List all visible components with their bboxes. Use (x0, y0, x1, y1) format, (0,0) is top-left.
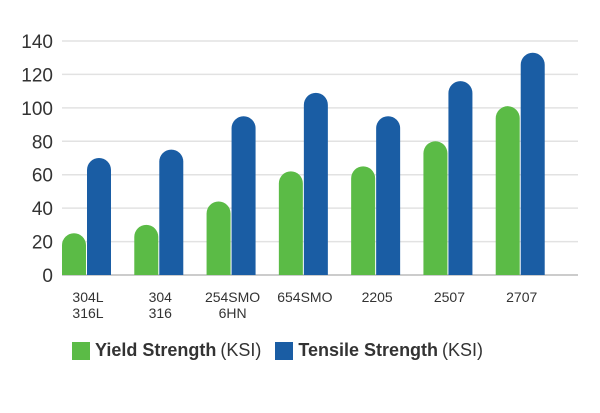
legend-yield: Yield Strength (KSI) (72, 340, 261, 361)
legend-tensile: Tensile Strength (KSI) (275, 340, 483, 361)
x-tick-label: 2205 (362, 289, 393, 305)
x-tick-label: 654SMO (277, 289, 332, 305)
bar-tensile (448, 81, 473, 275)
legend-swatch-yield (72, 341, 90, 360)
bar-yield (206, 201, 231, 275)
y-tick-label: 60 (32, 166, 53, 187)
y-tick-label: 120 (21, 65, 53, 86)
y-tick-label: 20 (32, 233, 53, 254)
y-tick-label: 140 (21, 32, 53, 53)
bar-tensile (303, 92, 328, 275)
legend-unit-tensile: (KSI) (442, 340, 484, 360)
bar-tensile (159, 149, 184, 275)
x-tick-label: 304L (72, 289, 103, 305)
bar-yield (423, 141, 448, 275)
y-tick-label: 40 (32, 199, 53, 220)
x-tick-label: 304 (149, 289, 173, 305)
x-tick-label: 254SMO (205, 289, 260, 305)
y-tick-label: 80 (32, 132, 53, 153)
bar-tensile (376, 116, 401, 275)
bar-yield (134, 224, 159, 275)
y-tick-label: 100 (21, 99, 53, 120)
bar-yield (62, 233, 86, 275)
bar-tensile (87, 158, 111, 275)
legend-unit-yield: (KSI) (220, 340, 262, 360)
x-tick-label: 316L (72, 305, 103, 321)
y-tick-label: 0 (42, 266, 53, 287)
bar-tensile (520, 52, 545, 275)
legend-swatch-tensile (275, 341, 294, 360)
x-tick-label: 6HN (219, 305, 247, 321)
x-tick-label: 2707 (506, 289, 537, 305)
bar-yield (351, 166, 376, 275)
x-tick-label: 316 (149, 305, 173, 321)
legend: Yield Strength (KSI) Tensile Strength (K… (72, 340, 497, 361)
bar-yield (495, 106, 520, 275)
legend-label-tensile: Tensile Strength (298, 340, 439, 360)
legend-label-yield: Yield Strength (95, 340, 217, 360)
bar-yield (278, 171, 303, 275)
bar-tensile (231, 116, 256, 275)
x-tick-label: 2507 (434, 289, 465, 305)
